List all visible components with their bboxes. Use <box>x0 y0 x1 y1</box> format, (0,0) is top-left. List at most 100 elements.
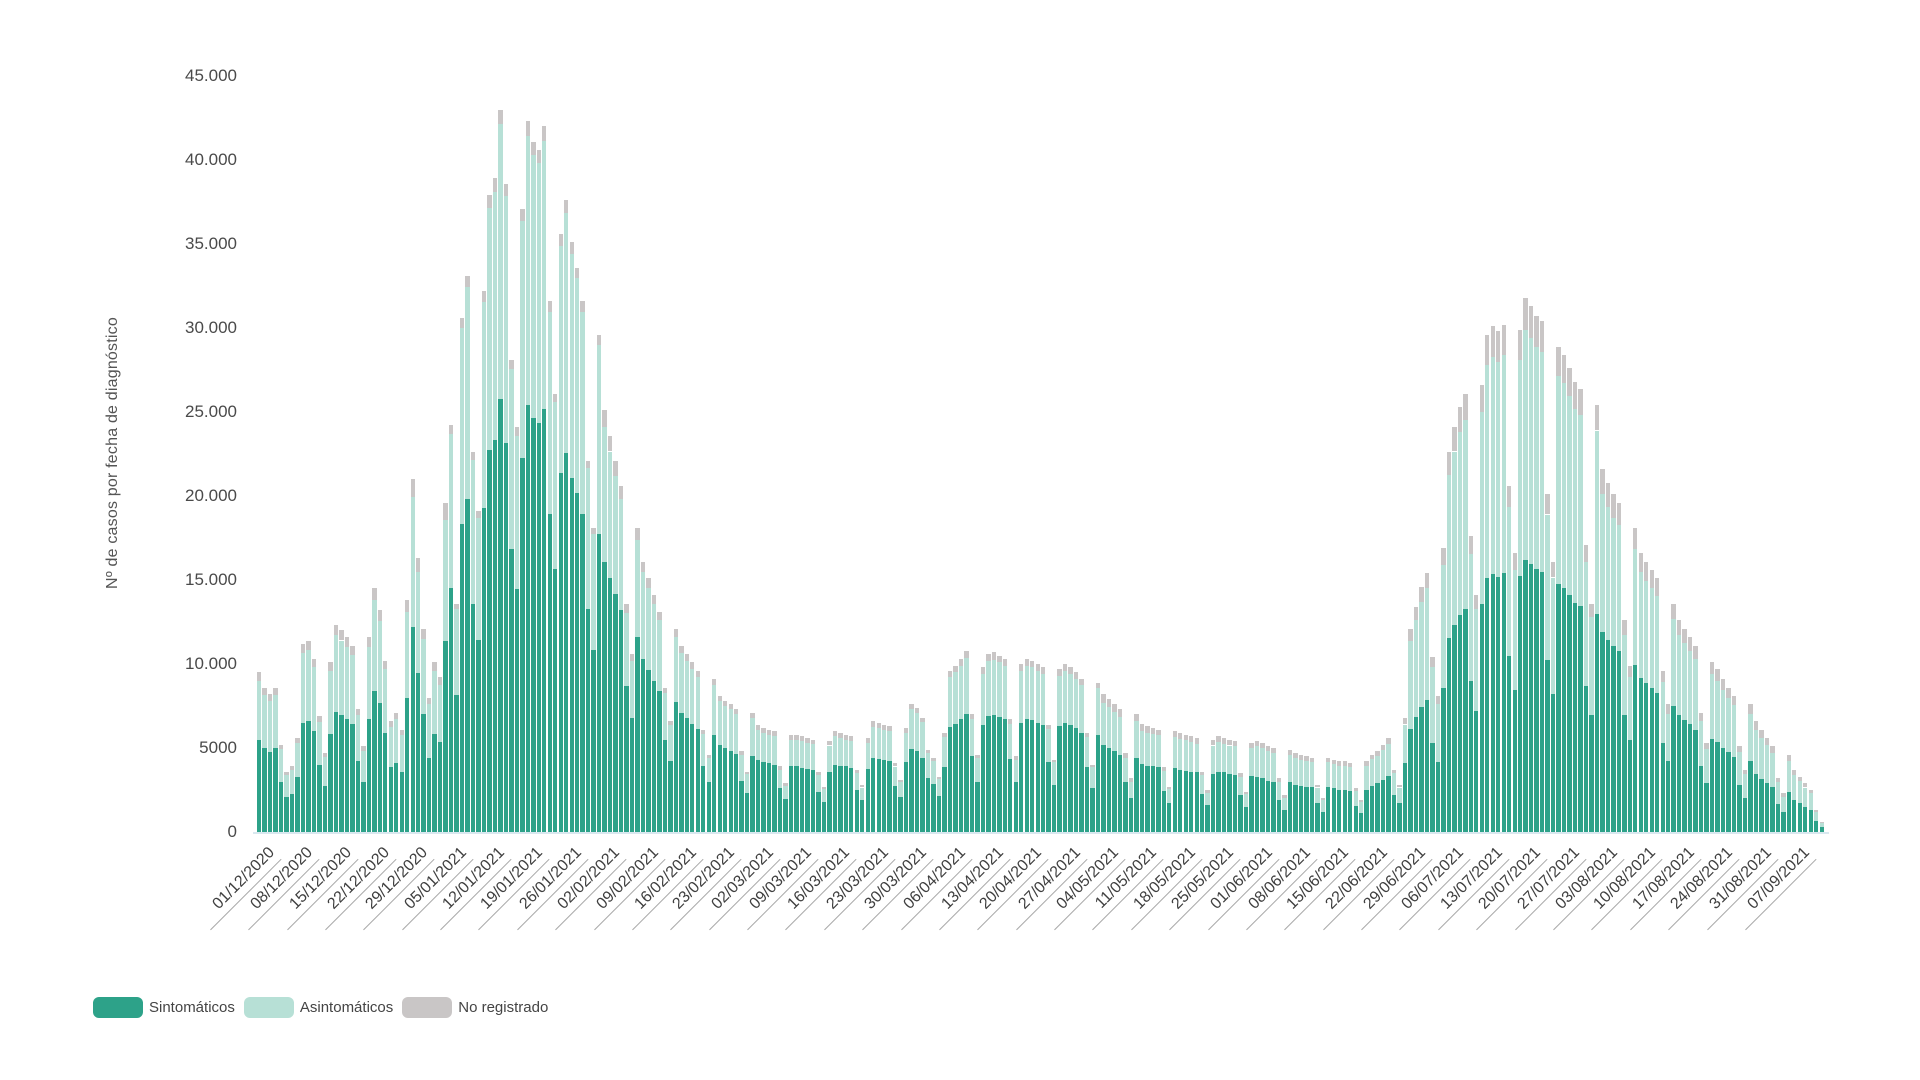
bar-segment-no-registrado <box>684 653 689 661</box>
bar-segment-sintomaticos <box>1172 768 1177 832</box>
bar-day <box>1353 788 1358 832</box>
bar-day <box>531 141 536 832</box>
bar-segment-asintomaticos <box>596 344 602 534</box>
bar-segment-asintomaticos <box>311 667 317 732</box>
bar-day <box>701 729 706 832</box>
bar-segment-asintomaticos <box>558 245 563 474</box>
bar-day <box>580 301 585 832</box>
bar-segment-asintomaticos <box>783 785 788 800</box>
bar-segment-sintomaticos <box>394 763 399 832</box>
bar-segment-sintomaticos <box>799 768 805 832</box>
bar-segment-no-registrado <box>898 779 903 783</box>
bar-day <box>1380 744 1386 832</box>
bar-segment-no-registrado <box>1309 758 1314 763</box>
bar-segment-asintomaticos <box>514 435 520 590</box>
bar-day <box>876 722 881 832</box>
bar-segment-asintomaticos <box>854 773 859 790</box>
bar-segment-sintomaticos <box>1814 821 1819 832</box>
bar-segment-no-registrado <box>871 721 876 727</box>
y-tick-label: 15.000 <box>185 570 237 589</box>
bar-segment-no-registrado <box>723 700 728 706</box>
bar-segment-asintomaticos <box>361 750 366 783</box>
bar-segment-sintomaticos <box>415 673 421 832</box>
bar-segment-asintomaticos <box>739 754 744 781</box>
bar-segment-no-registrado <box>421 628 426 639</box>
bar-segment-sintomaticos <box>635 637 640 832</box>
bar-segment-no-registrado <box>1013 756 1018 760</box>
bar-segment-no-registrado <box>1446 452 1452 475</box>
bar-segment-no-registrado <box>1342 761 1347 766</box>
bar-segment-asintomaticos <box>1134 721 1139 759</box>
bar-day <box>865 737 870 832</box>
bar-day <box>1205 790 1210 832</box>
bar-segment-sintomaticos <box>465 498 470 832</box>
bar-segment-sintomaticos <box>1539 571 1545 832</box>
bar-day <box>1260 742 1265 832</box>
bar-segment-sintomaticos <box>1731 757 1737 832</box>
bar-segment-no-registrado <box>1216 736 1221 743</box>
bar-segment-no-registrado <box>289 766 295 770</box>
bar-day <box>1315 784 1320 832</box>
bar-segment-asintomaticos <box>1358 801 1364 813</box>
bar-segment-asintomaticos <box>624 612 629 686</box>
bar-segment-sintomaticos <box>1545 659 1550 832</box>
bar-segment-sintomaticos <box>871 758 876 832</box>
bar-segment-asintomaticos <box>1759 737 1764 780</box>
bar-segment-no-registrado <box>1106 699 1112 707</box>
bar-segment-sintomaticos <box>1199 794 1205 832</box>
bar-segment-sintomaticos <box>1095 734 1101 832</box>
bar-segment-no-registrado <box>1035 664 1040 671</box>
bar-day <box>668 721 673 832</box>
bar-segment-sintomaticos <box>1512 690 1517 832</box>
bar-segment-asintomaticos <box>1161 770 1166 791</box>
bar-segment-asintomaticos <box>925 753 931 779</box>
bar-day <box>1326 758 1331 832</box>
bar-segment-no-registrado <box>1622 620 1627 636</box>
bar-segment-asintomaticos <box>755 729 761 760</box>
bar-segment-asintomaticos <box>1156 735 1161 768</box>
bar-segment-asintomaticos <box>1232 746 1238 775</box>
bar-segment-no-registrado <box>1402 717 1408 725</box>
bar-segment-sintomaticos <box>1276 800 1282 832</box>
bar-segment-no-registrado <box>1227 739 1232 746</box>
bar-segment-asintomaticos <box>1123 758 1128 783</box>
bar-segment-sintomaticos <box>1331 788 1336 832</box>
legend-item-sintomaticos: Sintomáticos <box>93 997 235 1018</box>
bar-segment-asintomaticos <box>481 301 487 508</box>
bar-segment-sintomaticos <box>1709 738 1715 832</box>
bar-segment-no-registrado <box>1386 737 1391 744</box>
bar-day <box>920 717 925 832</box>
bar-segment-no-registrado <box>1178 732 1183 739</box>
bar-day <box>717 695 722 832</box>
bar-segment-sintomaticos <box>531 417 536 832</box>
bar-segment-no-registrado <box>1435 695 1441 705</box>
bar-segment-no-registrado <box>1408 628 1413 642</box>
bar-segment-sintomaticos <box>1386 775 1391 832</box>
bar-segment-no-registrado <box>673 628 679 638</box>
bar-segment-asintomaticos <box>1008 723 1013 759</box>
bar-segment-sintomaticos <box>1496 576 1501 832</box>
bar-day <box>1671 603 1676 832</box>
bar-segment-no-registrado <box>843 734 848 740</box>
bar-day <box>1572 381 1578 832</box>
bar-segment-sintomaticos <box>1819 826 1824 832</box>
bar-segment-sintomaticos <box>1474 711 1479 832</box>
bar-segment-no-registrado <box>958 658 964 666</box>
bar-segment-asintomaticos <box>306 649 311 722</box>
bar-day <box>909 704 914 832</box>
bar-day <box>1287 749 1293 832</box>
bar-segment-no-registrado <box>1238 773 1243 777</box>
bar-segment-sintomaticos <box>1315 803 1320 832</box>
bar-segment-sintomaticos <box>1117 754 1123 832</box>
bar-segment-no-registrado <box>914 707 920 713</box>
bar-segment-sintomaticos <box>1161 790 1166 832</box>
bar-segment-no-registrado <box>925 749 931 754</box>
bar-day <box>640 561 646 832</box>
bar-segment-sintomaticos <box>481 507 487 832</box>
bar-segment-no-registrado <box>931 758 936 762</box>
bar-segment-no-registrado <box>1391 769 1397 774</box>
bar-segment-asintomaticos <box>553 401 558 570</box>
bar-segment-no-registrado <box>1079 679 1084 685</box>
bar-segment-asintomaticos <box>1419 601 1424 707</box>
bar-segment-asintomaticos <box>564 212 569 454</box>
